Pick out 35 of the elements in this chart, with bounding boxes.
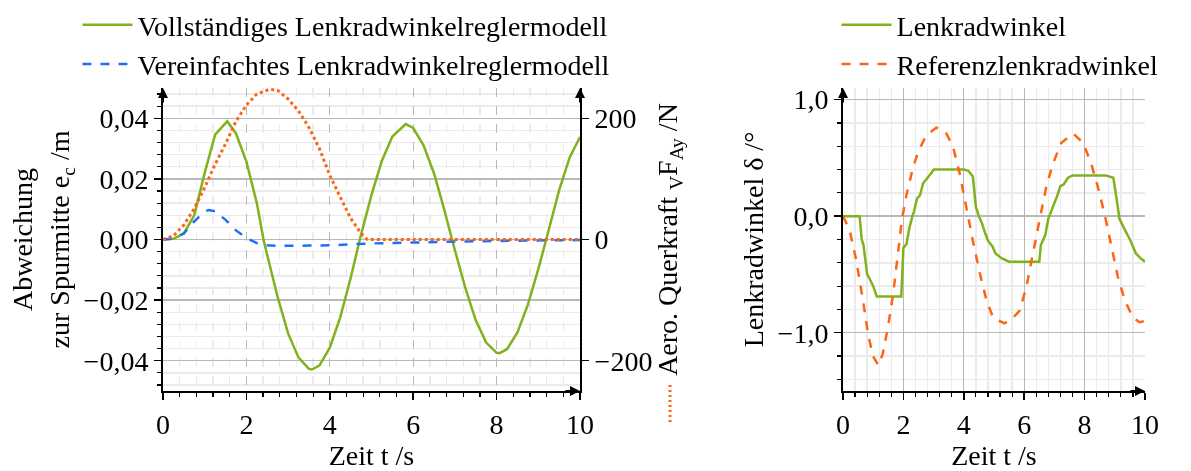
y-axis-title: Lenkradwinkel δ /° [737, 131, 769, 348]
y-tick-label: 0,02 [99, 163, 149, 195]
y-tick-label: −1,0 [777, 317, 829, 349]
x-tick-label: 0 [836, 408, 850, 440]
x-tick-label: 8 [1077, 408, 1092, 440]
legend-label: Vollständiges Lenkradwinkelreglermodell [137, 10, 608, 42]
y-tick-label: −0,04 [83, 345, 149, 377]
line-series [163, 120, 580, 371]
x-tick-label: 6 [1017, 408, 1032, 440]
x-tick-label: 4 [322, 408, 337, 440]
x-tick-label: 10 [566, 408, 594, 440]
y2-tick-label: 0 [594, 224, 609, 256]
y-tick-label: 0,04 [99, 103, 149, 135]
x-tick-label: 0 [156, 408, 170, 440]
line-series [163, 88, 580, 241]
line-series [843, 168, 1145, 298]
x-tick-label: 8 [489, 408, 504, 440]
y2-tick-label: 200 [594, 103, 637, 135]
x-axis-title: Zeit t /s [328, 439, 415, 471]
x-tick-label: 6 [406, 408, 421, 440]
legend-label: Lenkradwinkel [896, 10, 1067, 42]
x-tick-label: 2 [239, 408, 254, 440]
x-axis-title: Zeit t /s [951, 439, 1037, 471]
y-tick-label: 1,0 [793, 84, 829, 116]
line-series [163, 208, 580, 248]
y2-tick-label: −200 [594, 345, 653, 377]
legend-label: Vereinfachtes Lenkradwinkelreglermodell [137, 50, 610, 82]
x-tick-label: 2 [896, 408, 911, 440]
line-series [843, 126, 1145, 367]
x-tick-label: 4 [956, 408, 971, 440]
y-tick-label: −0,02 [83, 284, 149, 316]
y-tick-label: 0,00 [99, 224, 149, 256]
legend-label: Referenzlenkradwinkel [896, 50, 1158, 82]
y-tick-label: 0,0 [793, 200, 829, 232]
x-tick-label: 10 [1131, 408, 1159, 440]
